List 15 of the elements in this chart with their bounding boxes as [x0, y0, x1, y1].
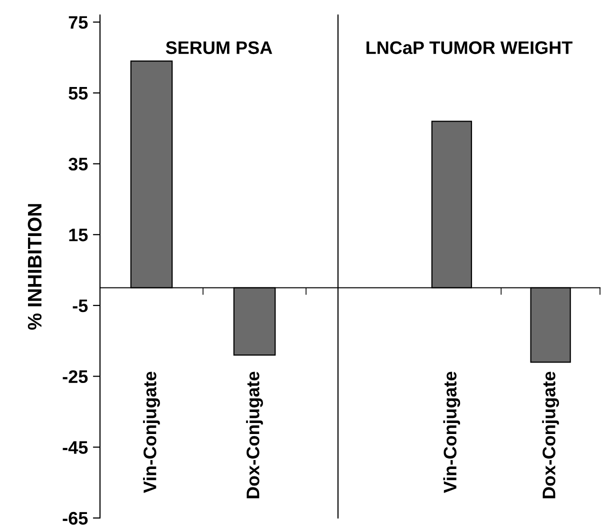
x-tick-label: Dox-Conjugate: [542, 372, 560, 498]
y-tick-label: 15: [69, 228, 88, 242]
x-tick-label: Vin-Conjugate: [443, 372, 460, 494]
y-tick-label: -65: [62, 512, 88, 525]
y-tick-label: 75: [68, 16, 88, 29]
y-tick-label: -5: [72, 300, 88, 312]
y-tick-label: -25: [62, 370, 88, 384]
text: LNCaP TUMOR WEIGHT: [366, 41, 572, 54]
x-tick-label: Vin-Conjugate: [143, 372, 160, 494]
x-tick-label: Dox-Conjugate: [246, 372, 263, 498]
y-tick-label: -45: [62, 441, 88, 454]
y-axis-title: % INHIBITION: [28, 204, 42, 330]
y-tick-label: 35: [68, 158, 88, 171]
y-tick-label: 55: [68, 87, 88, 100]
text: SERUM PSA: [166, 41, 272, 54]
